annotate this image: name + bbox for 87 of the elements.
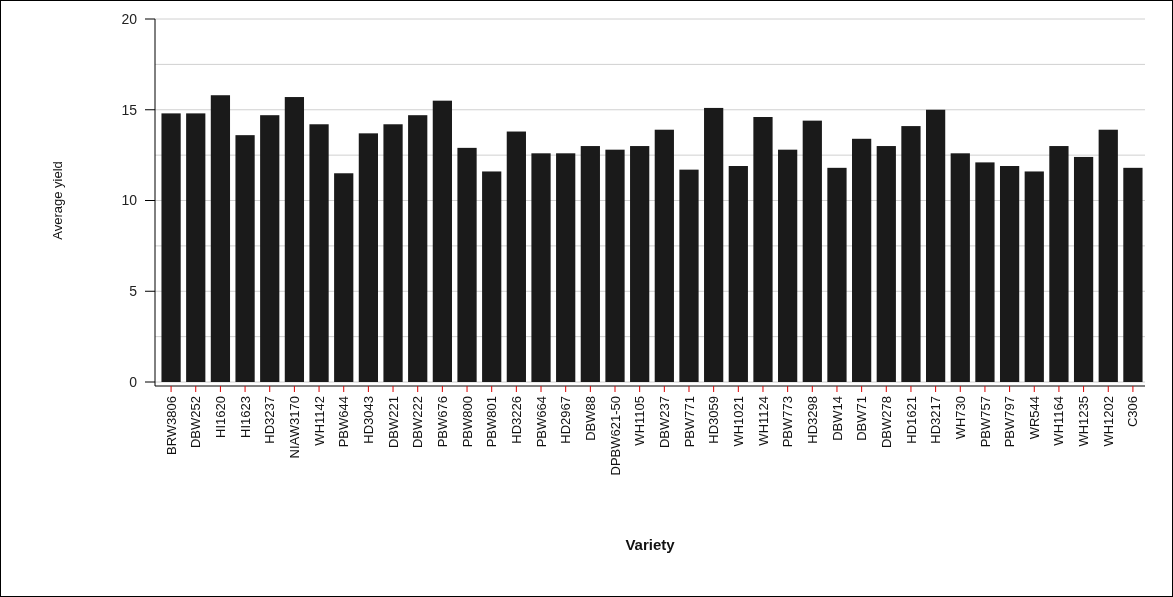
x-tick-label: HD2967: [558, 396, 574, 444]
bar: [531, 153, 551, 382]
x-tick-label: PBW676: [434, 396, 450, 448]
y-tick-label: 0: [129, 373, 138, 390]
x-tick-label: WH1164: [1051, 396, 1067, 446]
y-tick-label: 20: [121, 10, 138, 27]
x-tick-label: WH1142: [311, 396, 327, 446]
x-tick-label: PBW801: [484, 396, 500, 448]
x-tick-label: HD3237: [262, 396, 278, 444]
bar: [753, 117, 773, 382]
bar: [630, 146, 650, 382]
bar: [975, 162, 995, 382]
bar: [260, 115, 280, 382]
bar: [1073, 156, 1094, 382]
x-tick-label: DBW221: [385, 396, 401, 449]
x-tick-label: PBW757: [977, 396, 993, 448]
bar: [704, 107, 724, 382]
x-tick-label: HD3226: [508, 396, 524, 444]
x-tick-label: PBW773: [780, 396, 796, 448]
x-tick-label: DBW71: [854, 396, 870, 441]
y-tick-label: 15: [121, 101, 138, 118]
bar: [926, 109, 946, 382]
x-tick-label: WH1105: [632, 396, 648, 446]
x-tick-label: WH1124: [755, 396, 771, 446]
bar: [408, 115, 428, 382]
bar: [235, 135, 255, 382]
bar: [827, 167, 847, 382]
bar: [457, 147, 477, 382]
x-tick-label: HD3043: [360, 396, 376, 444]
bar: [161, 113, 181, 382]
x-tick-label: HI1623: [237, 396, 253, 438]
x-tick-label: PBW771: [681, 396, 697, 448]
bar: [506, 131, 526, 382]
x-tick-label: WH1235: [1076, 396, 1092, 447]
bar: [679, 169, 699, 382]
x-tick-label: DBW14: [829, 396, 845, 441]
x-tick-label: HD3217: [928, 396, 944, 444]
x-tick-label: DBW222: [410, 396, 426, 449]
bar: [605, 149, 625, 382]
x-tick-label: PBW664: [533, 396, 549, 448]
x-tick-label: DBW278: [878, 396, 894, 449]
y-tick-label: 10: [121, 192, 138, 209]
y-tick-label: 5: [129, 283, 138, 300]
x-tick-label: WH730: [952, 396, 968, 440]
x-tick-label: DBW88: [582, 396, 598, 441]
x-tick-label: BRW3806: [163, 396, 179, 456]
bar: [580, 146, 600, 382]
x-tick-label: DBW252: [188, 396, 204, 449]
bar: [876, 146, 896, 382]
bar: [950, 153, 970, 382]
bar: [309, 124, 329, 382]
x-tick-label: HI1620: [212, 396, 228, 438]
bar: [1098, 129, 1118, 382]
x-tick-label: WH1202: [1100, 396, 1116, 447]
bar: [383, 124, 403, 382]
x-tick-label: PBW800: [459, 396, 475, 448]
x-tick-label: NIAW3170: [286, 396, 302, 459]
bar: [1024, 171, 1044, 382]
bar: [482, 171, 502, 382]
bar: [358, 133, 378, 382]
bar: [334, 173, 354, 382]
bar: [432, 100, 452, 382]
bar: [210, 95, 231, 382]
y-axis-title: Average yield: [50, 161, 65, 240]
bar: [852, 138, 872, 382]
x-tick-label: PBW797: [1002, 396, 1018, 448]
bar: [901, 126, 921, 382]
bar: [999, 166, 1020, 382]
x-tick-label: WH1021: [730, 396, 746, 447]
bar: [654, 129, 674, 382]
x-tick-label: HD3298: [804, 396, 820, 444]
x-tick-label: DPBW621-50: [607, 396, 623, 476]
x-tick-label: HD1621: [903, 396, 919, 444]
x-tick-label: DBW237: [656, 396, 672, 449]
bar: [802, 120, 822, 382]
bar: [284, 97, 305, 382]
bar: [186, 113, 206, 382]
x-tick-label: WR544: [1026, 396, 1042, 440]
x-tick-label: C306: [1125, 396, 1141, 428]
bar: [778, 149, 798, 382]
x-axis-title: Variety: [625, 536, 676, 553]
bar: [556, 153, 576, 382]
x-tick-label: HD3059: [706, 396, 722, 444]
x-tick-label: PBW644: [336, 396, 352, 448]
bar: [1123, 167, 1143, 382]
bar: [1049, 146, 1069, 382]
bar: [728, 166, 748, 382]
